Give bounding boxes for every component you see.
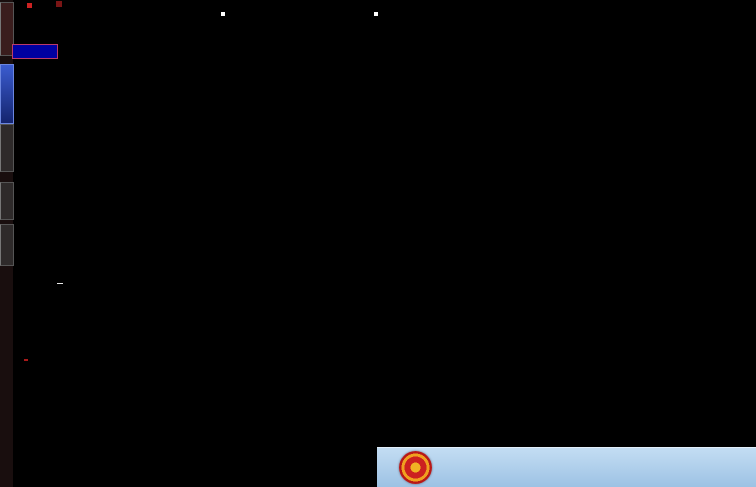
red-marker-box bbox=[56, 1, 62, 7]
tick-mark bbox=[57, 283, 63, 284]
sidebar-tab-technical[interactable] bbox=[0, 64, 14, 124]
red-marker-dot bbox=[27, 3, 32, 8]
sidebar-tab-realtime[interactable] bbox=[0, 2, 14, 56]
artifact-dot bbox=[374, 12, 378, 16]
watermark-logo-icon bbox=[399, 451, 432, 484]
sidebar-tab-panorama[interactable] bbox=[0, 182, 14, 220]
sidebar-tab-fundamental[interactable] bbox=[0, 124, 14, 172]
sidebar-tab-other[interactable] bbox=[0, 224, 14, 266]
watermark-banner bbox=[377, 447, 756, 487]
artifact-dot bbox=[221, 12, 225, 16]
last-price-badge bbox=[12, 44, 58, 59]
vol-axis-unit bbox=[24, 359, 28, 361]
sidebar bbox=[0, 0, 14, 487]
